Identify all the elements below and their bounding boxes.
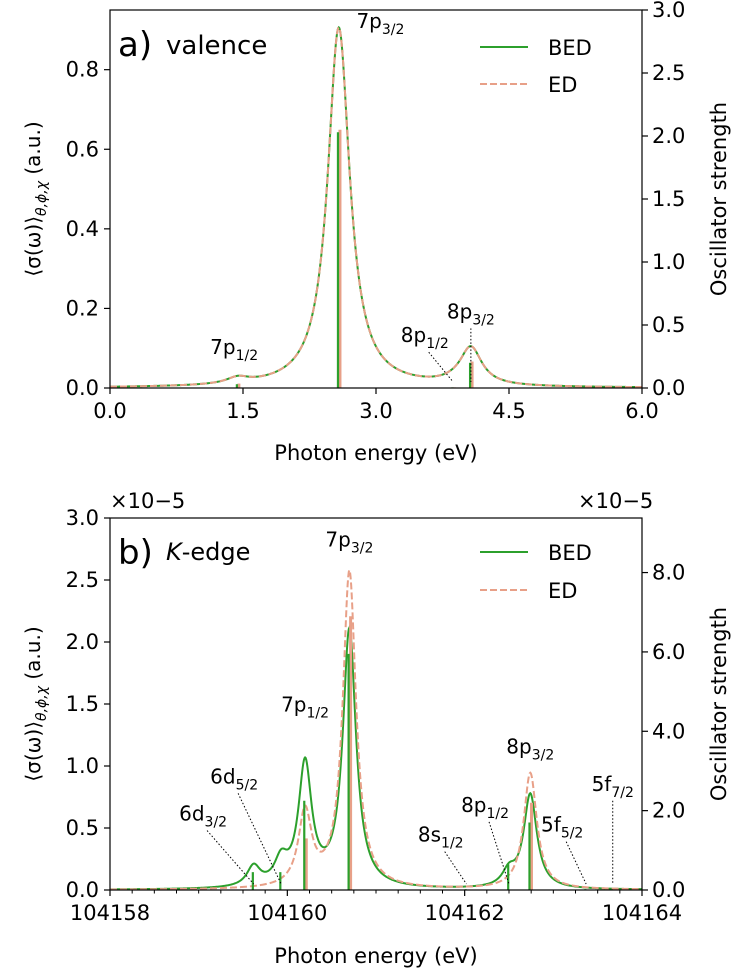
x-tick-label: 3.0 [359, 399, 392, 423]
panel-label: a) [118, 25, 152, 65]
y-tick-label: 0.2 [66, 296, 99, 320]
y-label-main: ⟨σ(ω)⟩ [21, 721, 45, 782]
state-label: 5f5/2 [541, 813, 583, 842]
state-label: 6d5/2 [210, 764, 258, 793]
x-tick-label: 104160 [247, 901, 327, 925]
y2-tick-label: 3.0 [652, 0, 685, 22]
series-line-ed [110, 566, 642, 890]
x-tick-label: 104162 [425, 901, 505, 925]
state-label: 7p1/2 [281, 692, 329, 721]
y2-tick-label: 2.0 [652, 124, 685, 148]
y-label-main: ⟨σ(ω)⟩ [21, 216, 45, 277]
state-label: 8p3/2 [447, 299, 495, 328]
x-tick-label: 104158 [70, 901, 150, 925]
legend-label-bed: BED [548, 36, 592, 60]
x-axis-ticks: 0.0 1.5 3.0 4.5 6.0 [93, 388, 659, 423]
panel-title: valence [166, 31, 267, 61]
y-tick-label: 0.6 [66, 137, 99, 161]
series-line-bed [110, 625, 642, 890]
y-axis-label: ⟨σ(ω)⟩θ,ϕ,χ (a.u.) [21, 626, 50, 781]
y-tick-label: 0.4 [66, 217, 99, 241]
panel-title: K-edge [166, 538, 250, 566]
x-tick-label: 0.0 [93, 399, 126, 423]
x-tick-label: 6.0 [625, 399, 658, 423]
y2-tick-label: 6.0 [652, 640, 685, 664]
state-label: 8p1/2 [461, 793, 509, 822]
panel-label: b) [118, 533, 153, 573]
y2-tick-label: 0.0 [652, 878, 685, 902]
y-tick-label: 3.0 [66, 506, 99, 530]
panel-a: 0.0 1.5 3.0 4.5 6.0 0.0 0.2 0.4 0.6 0.8 0.0 0.5 1.… [21, 0, 731, 465]
annotation-leaders [428, 328, 472, 383]
x-tick-label: 104164 [602, 901, 682, 925]
legend-label-ed: ED [548, 73, 577, 97]
series-line-bed [110, 25, 642, 388]
state-label: 8p1/2 [401, 323, 449, 352]
annotation-leader [237, 793, 282, 885]
y2-tick-label: 2.5 [652, 61, 685, 85]
y-tick-label: 1.0 [66, 754, 99, 778]
y2-axis-label: Oscillator strength [707, 102, 731, 296]
y-axis-ticks: 0.0 0.2 0.4 0.6 0.8 [66, 58, 110, 400]
annotation-leader [444, 851, 467, 885]
panel-title-rest: -edge [182, 538, 251, 566]
y-label-unit: (a.u.) [21, 626, 45, 686]
annotation-leader [428, 351, 454, 383]
panel-title-italic: K [166, 538, 184, 566]
state-label: 7p3/2 [325, 528, 373, 557]
y-tick-label: 0.8 [66, 58, 99, 82]
scale-label-right: ×10−5 [578, 489, 653, 513]
x-tick-label: 1.5 [226, 399, 259, 423]
y-axis-label: ⟨σ(ω)⟩θ,ϕ,χ (a.u.) [21, 121, 50, 276]
y2-tick-label: 0.5 [652, 313, 685, 337]
y-tick-label: 0.0 [66, 376, 99, 400]
y2-tick-label: 4.0 [652, 719, 685, 743]
y2-tick-label: 2.0 [652, 799, 685, 823]
annotation-leader [206, 830, 255, 885]
y2-axis-ticks: 0.0 0.5 1.0 1.5 2.0 2.5 3.0 [642, 0, 685, 400]
state-label: 8p3/2 [506, 735, 554, 764]
state-label: 8s1/2 [418, 823, 464, 852]
y-tick-label: 1.5 [66, 692, 99, 716]
state-label: 6d3/2 [179, 802, 227, 831]
y-axis-ticks: 0.0 0.5 1.0 1.5 2.0 2.5 3.0 [66, 506, 110, 902]
annotation-leaders [206, 793, 614, 885]
panel-b: 104158 104160 104162 104164 0.0 0.5 1.0 1.5 2.0… [21, 489, 731, 968]
series-lines [110, 25, 642, 388]
legend-label-bed: BED [548, 541, 592, 565]
series-lines [110, 566, 642, 890]
annotation-leader [488, 821, 510, 885]
legend: BED ED [480, 36, 592, 97]
y-tick-label: 2.5 [66, 568, 99, 592]
legend-label-ed: ED [548, 579, 577, 603]
y2-tick-label: 1.5 [652, 187, 685, 211]
y2-tick-label: 8.0 [652, 561, 685, 585]
oscillator-sticks [251, 616, 614, 890]
y2-tick-label: 1.0 [652, 250, 685, 274]
x-tick-label: 4.5 [492, 399, 525, 423]
annotation-leader [565, 841, 587, 885]
plot-area [110, 566, 642, 890]
x-axis-label: Photon energy (eV) [274, 441, 477, 465]
y2-axis-label: Oscillator strength [707, 607, 731, 801]
scale-label-left: ×10−5 [110, 489, 185, 513]
state-label: 7p1/2 [210, 335, 258, 364]
y-label-subscript: θ,ϕ,χ [34, 180, 50, 216]
y2-axis-ticks: 0.0 2.0 4.0 6.0 8.0 [642, 561, 685, 902]
y-tick-label: 0.5 [66, 816, 99, 840]
y-label-subscript: θ,ϕ,χ [34, 685, 50, 721]
state-label: 7p3/2 [356, 9, 404, 38]
state-label: 5f7/2 [592, 772, 634, 801]
legend: BED ED [480, 541, 592, 603]
axes-frame [109, 9, 643, 389]
x-axis-ticks: 104158 104160 104162 104164 [70, 890, 682, 925]
y-label-unit: (a.u.) [21, 121, 45, 181]
y-tick-label: 2.0 [66, 630, 99, 654]
y-tick-label: 0.0 [66, 878, 99, 902]
y2-tick-label: 0.0 [652, 376, 685, 400]
x-axis-label: Photon energy (eV) [274, 944, 477, 968]
